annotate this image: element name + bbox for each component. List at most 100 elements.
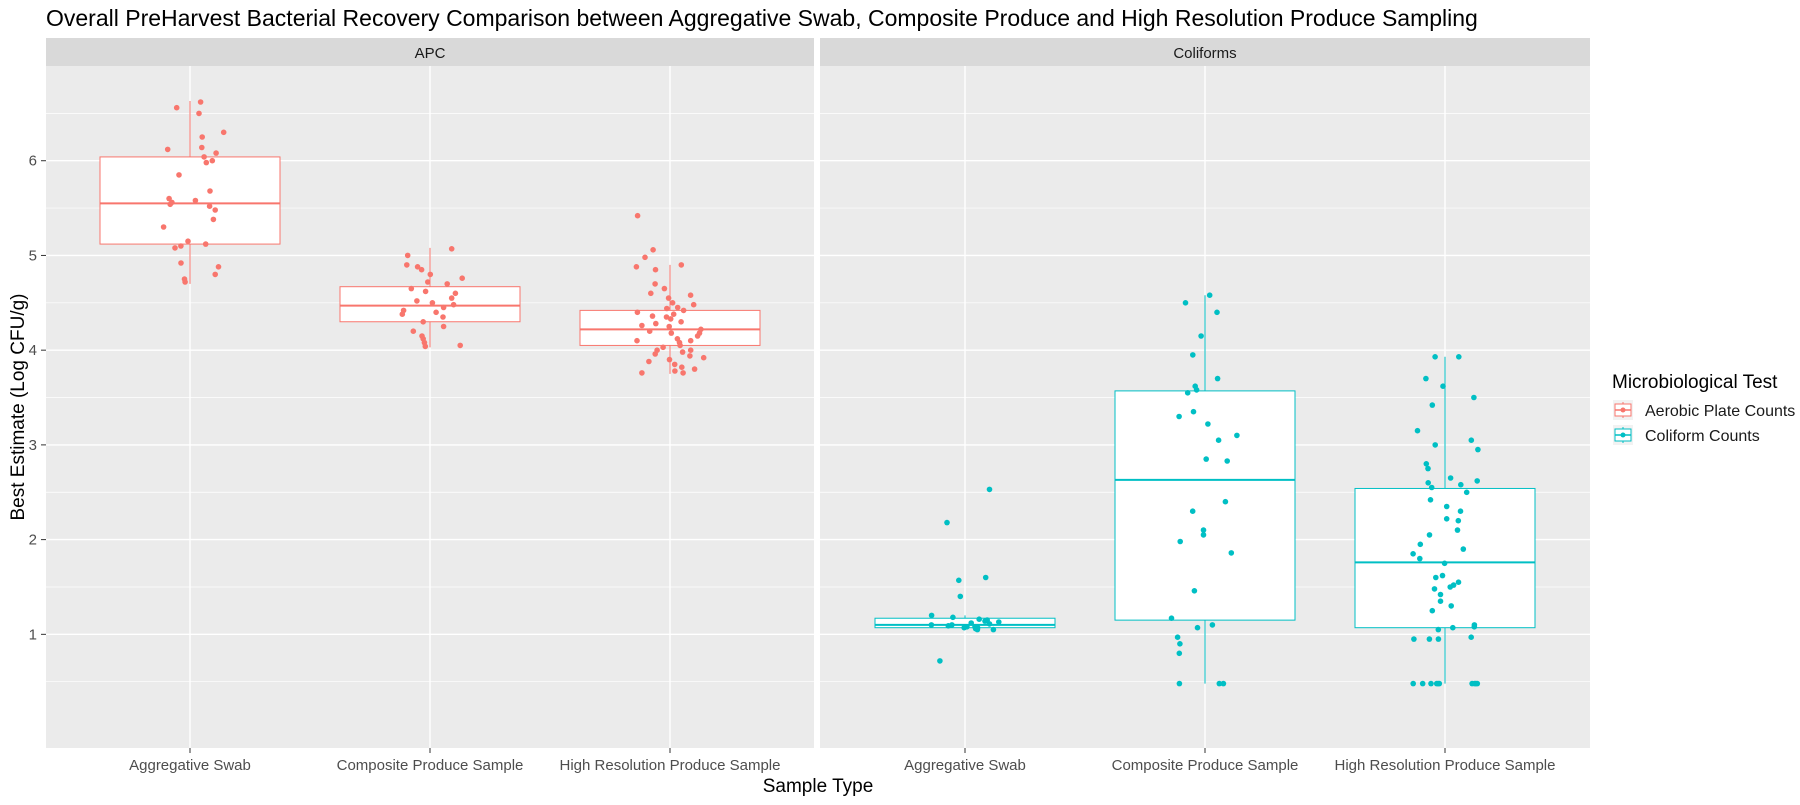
data-point [1205,421,1211,427]
data-point [176,172,182,178]
data-point [986,621,993,627]
data-point [167,201,173,208]
data-point [670,311,677,318]
data-point [213,150,219,156]
data-point [1428,680,1434,687]
grid-layer [46,66,1590,748]
legend-key-aerobic [1613,400,1633,420]
data-point [1454,527,1461,533]
data-point [648,290,654,297]
data-point [399,311,406,318]
data-point [668,330,675,336]
data-point [422,288,429,295]
legend-title: Microbiological Test [1612,372,1778,393]
data-point [1200,532,1207,538]
data-point [1176,413,1182,420]
data-point [444,281,451,287]
data-point [1190,408,1197,415]
data-point [215,264,222,270]
data-point [1214,375,1221,382]
data-point [653,320,659,327]
data-point [1440,383,1446,390]
data-point [440,323,447,330]
data-point [633,264,640,270]
y-tick-label: 2 [29,532,37,549]
data-point [639,370,645,376]
data-point [1447,475,1454,481]
data-point [178,243,184,249]
data-point [976,616,982,622]
data-point [209,157,216,164]
data-point [950,614,956,621]
data-point [185,238,191,244]
data-point [654,347,660,354]
data-point [652,266,659,273]
data-point [408,285,415,292]
data-point [1203,456,1209,462]
data-point [1216,680,1223,687]
data-point [1471,624,1478,630]
data-point [687,337,694,344]
data-point [448,246,455,252]
data-point [700,354,707,361]
data-point [650,247,656,253]
data-point [1411,636,1417,642]
data-point [1200,527,1207,533]
data-point [1432,354,1438,360]
data-point [203,159,210,166]
data-point [201,154,207,160]
data-point [1429,402,1436,408]
y-tick-label: 6 [29,153,37,170]
data-point [1475,446,1481,453]
data-point [1439,572,1446,579]
y-axis-title: Best Estimate (Log CFU/g) [8,293,29,520]
data-point [202,241,209,247]
data-point [1425,465,1431,472]
data-point [1190,352,1196,358]
x-tick-label: Aggregative Swab [129,757,251,774]
data-point [160,224,167,230]
box [99,156,281,245]
data-point [210,216,217,223]
x-tick-label: Composite Produce Sample [337,757,524,774]
legend-label-aerobic: Aerobic Plate Counts [1645,403,1795,420]
data-point [1457,508,1464,514]
data-point [1410,680,1416,687]
data-point [1193,387,1200,393]
data-point [666,323,672,330]
data-point [1417,555,1423,562]
data-point [1425,480,1431,486]
data-point [1458,481,1464,488]
data-point [1435,626,1442,633]
data-point [422,343,429,350]
data-point [937,658,943,664]
data-point [1460,546,1467,552]
data-point [1410,551,1416,557]
legend: Microbiological Test Aerobic Plate Count… [1612,372,1795,445]
data-point [1419,680,1426,687]
data-point [404,262,410,268]
data-point [982,618,988,624]
data-point [427,271,434,278]
data-point [450,301,457,308]
data-point [956,577,962,584]
data-point [690,301,697,308]
data-point [1428,484,1435,491]
data-point [1177,538,1183,545]
data-point [669,300,676,306]
data-point [1215,437,1222,444]
data-point [1184,390,1191,396]
x-tick-label: High Resolution Produce Sample [560,757,781,774]
data-point [1182,300,1189,306]
data-point [680,370,686,376]
data-point [440,304,447,311]
x-tick-label: High Resolution Produce Sample [1335,757,1556,774]
data-point [1224,458,1230,464]
data-point [1206,292,1213,299]
data-point [1426,636,1433,642]
data-point [634,212,641,219]
data-point [1168,615,1175,621]
data-point [687,292,694,299]
data-point [944,519,950,526]
